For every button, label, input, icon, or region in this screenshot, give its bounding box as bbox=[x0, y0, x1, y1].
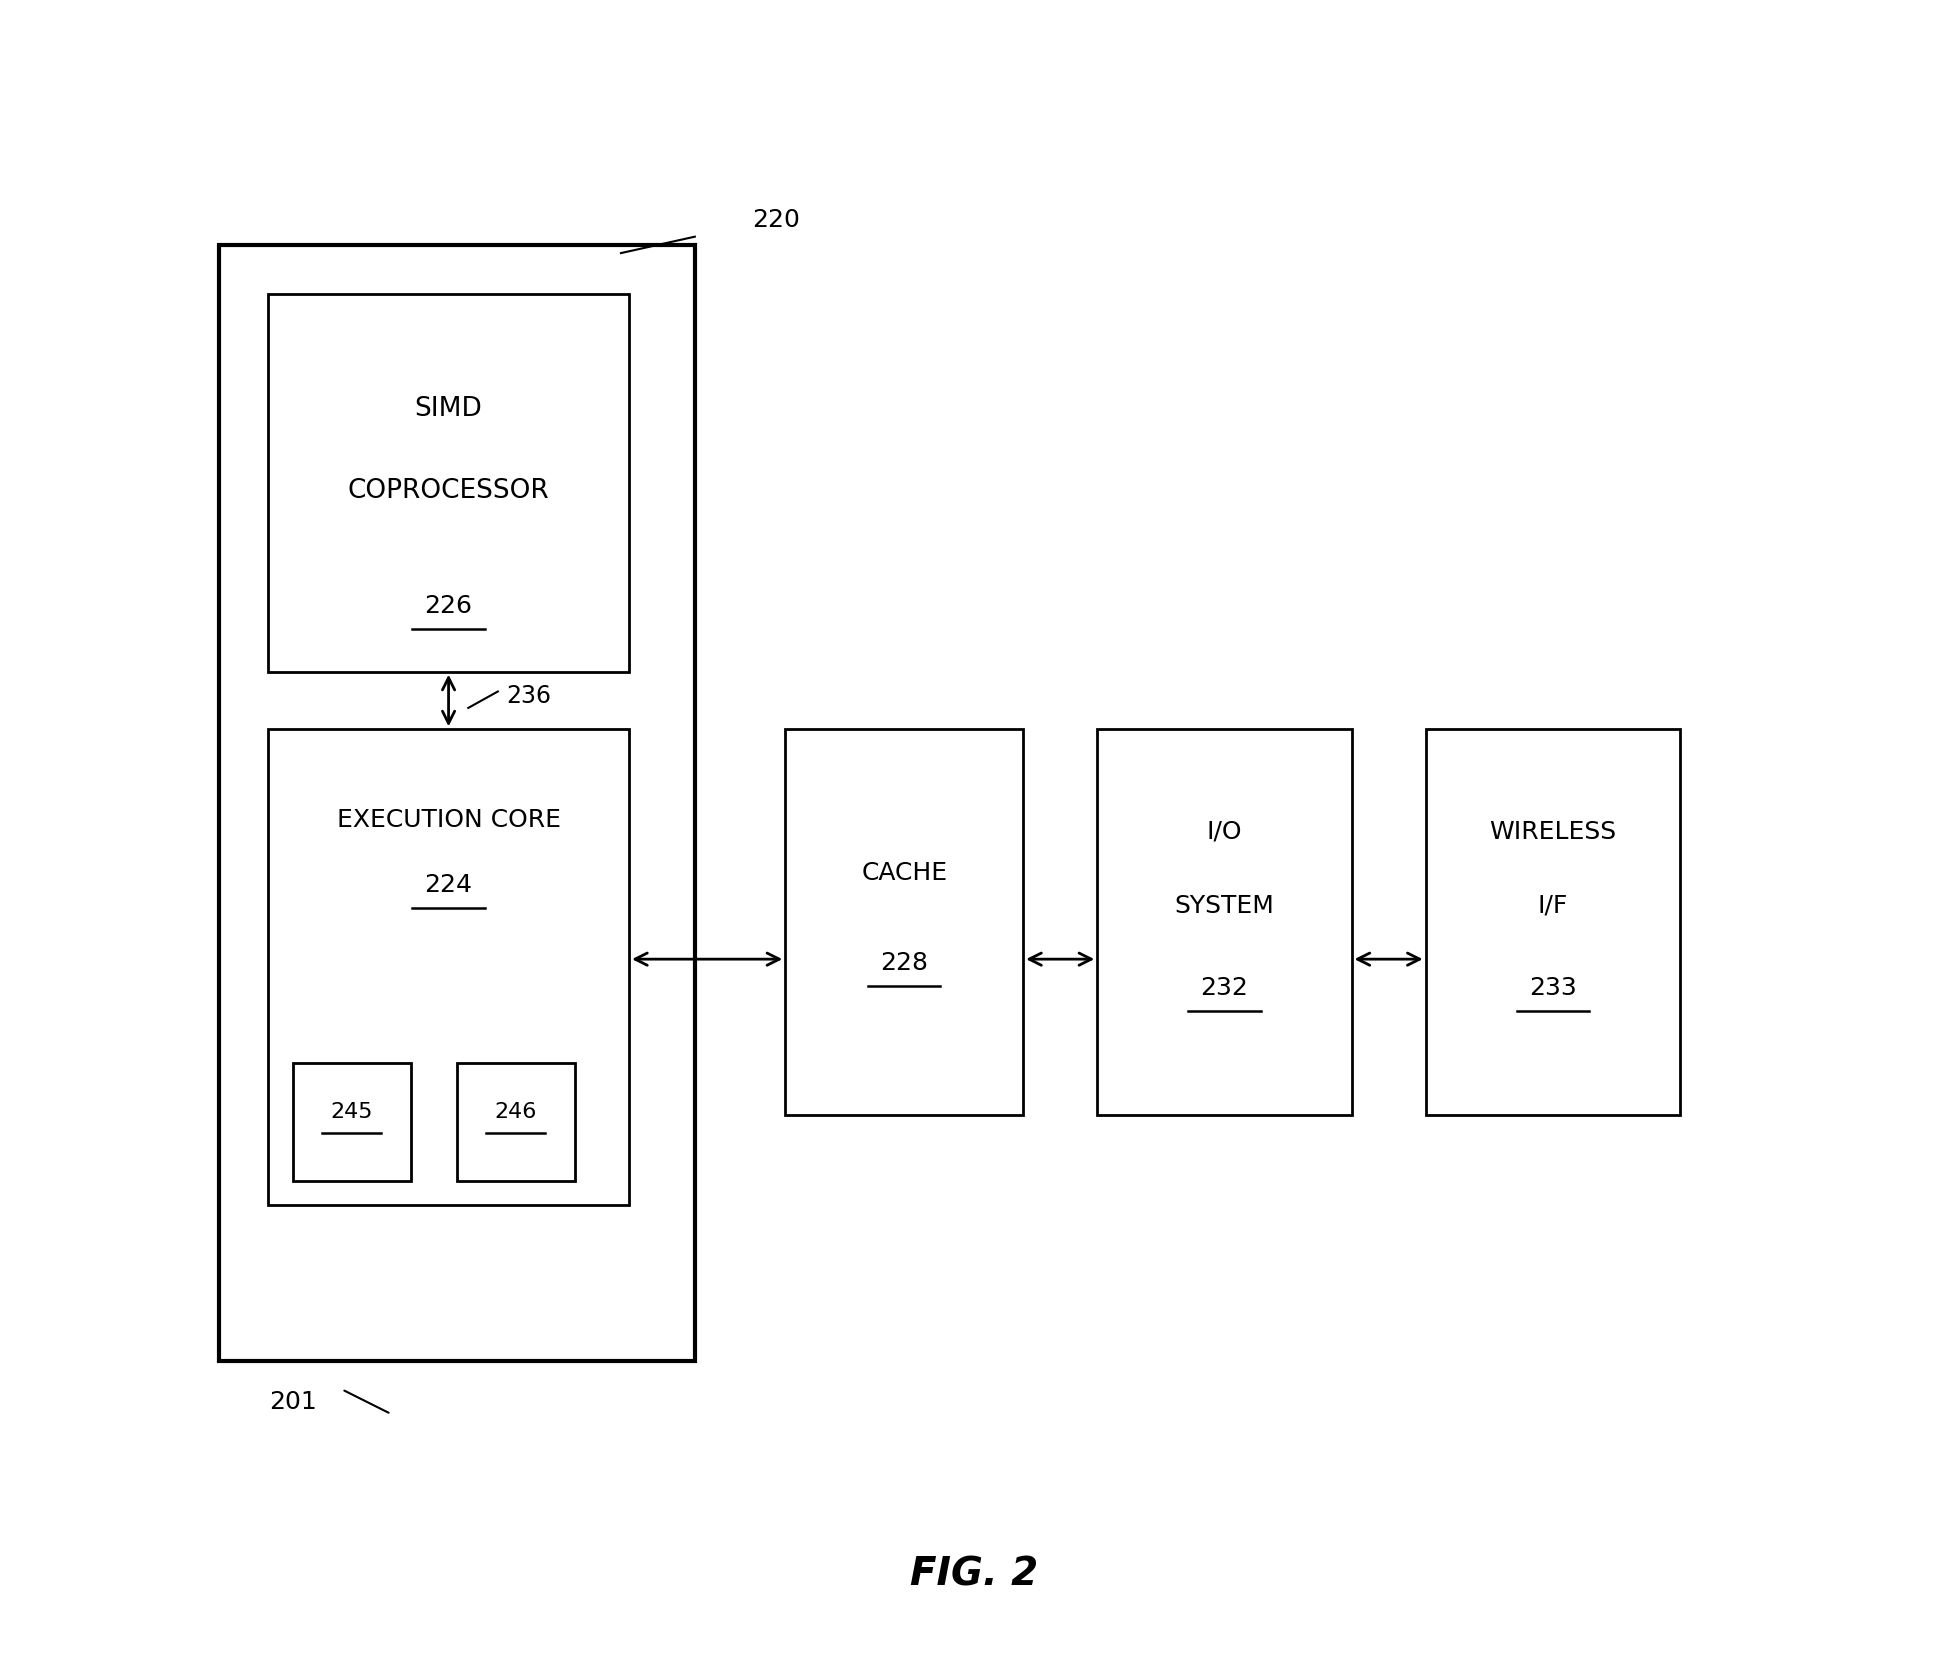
Text: 220: 220 bbox=[752, 209, 801, 232]
Text: 233: 233 bbox=[1529, 976, 1576, 1000]
FancyBboxPatch shape bbox=[292, 1063, 411, 1180]
Text: COPROCESSOR: COPROCESSOR bbox=[347, 478, 549, 505]
Text: CACHE: CACHE bbox=[861, 861, 947, 884]
FancyBboxPatch shape bbox=[269, 294, 629, 672]
Text: FIG. 2: FIG. 2 bbox=[910, 1557, 1038, 1593]
FancyBboxPatch shape bbox=[456, 1063, 575, 1180]
FancyBboxPatch shape bbox=[269, 729, 629, 1206]
Text: 224: 224 bbox=[425, 873, 473, 898]
FancyBboxPatch shape bbox=[1097, 729, 1352, 1115]
FancyBboxPatch shape bbox=[1426, 729, 1679, 1115]
Text: 201: 201 bbox=[269, 1391, 316, 1415]
Text: 228: 228 bbox=[880, 951, 927, 975]
Text: 236: 236 bbox=[506, 684, 551, 709]
Text: WIRELESS: WIRELESS bbox=[1488, 819, 1617, 844]
Text: EXECUTION CORE: EXECUTION CORE bbox=[337, 808, 561, 831]
Text: I/F: I/F bbox=[1537, 895, 1568, 918]
FancyBboxPatch shape bbox=[785, 729, 1023, 1115]
Text: 246: 246 bbox=[495, 1102, 538, 1122]
Text: 226: 226 bbox=[425, 594, 473, 619]
Text: SYSTEM: SYSTEM bbox=[1175, 895, 1274, 918]
Text: SIMD: SIMD bbox=[415, 396, 483, 421]
Text: I/O: I/O bbox=[1206, 819, 1243, 844]
FancyBboxPatch shape bbox=[218, 244, 695, 1361]
Text: 232: 232 bbox=[1200, 976, 1249, 1000]
Text: 245: 245 bbox=[331, 1102, 372, 1122]
